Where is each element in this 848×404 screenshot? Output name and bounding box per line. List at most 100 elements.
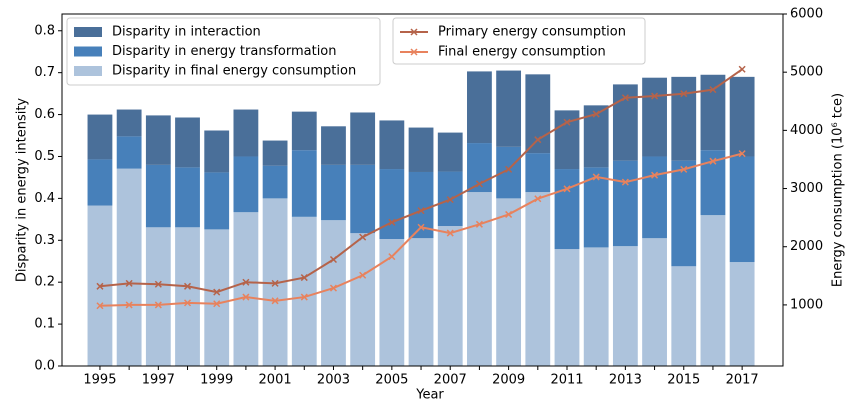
marker bbox=[621, 178, 629, 186]
bar bbox=[291, 150, 317, 217]
marker bbox=[592, 110, 600, 118]
bar bbox=[467, 192, 492, 366]
marker bbox=[709, 157, 717, 165]
y-tick-label: 0.5 bbox=[34, 149, 55, 164]
bar bbox=[291, 216, 317, 366]
x-tick-label: 1999 bbox=[200, 373, 233, 388]
bar bbox=[554, 249, 580, 366]
marker bbox=[359, 233, 367, 241]
y2-axis-label: Energy consumption (10⁶ tce) bbox=[831, 93, 846, 287]
bar bbox=[291, 111, 317, 151]
x-tick-label: 2011 bbox=[550, 373, 583, 388]
marker bbox=[183, 299, 192, 307]
marker bbox=[96, 282, 104, 290]
x-tick-label: 1995 bbox=[83, 373, 116, 388]
y-tick-label: 0.0 bbox=[34, 359, 55, 374]
y-tick-label: 0.2 bbox=[34, 275, 55, 290]
bar bbox=[554, 169, 580, 250]
legend-swatch bbox=[74, 27, 102, 37]
y2-tick-label: 6000 bbox=[790, 7, 823, 22]
legend-label: Disparity in final energy consumption bbox=[112, 64, 356, 79]
bar bbox=[145, 115, 171, 165]
legend-swatch bbox=[74, 66, 102, 76]
bar bbox=[87, 114, 113, 160]
plot-frame bbox=[61, 13, 784, 367]
x-tick-label: 2013 bbox=[609, 373, 642, 388]
bar bbox=[729, 76, 755, 157]
y-tick-label: 0.4 bbox=[34, 191, 55, 206]
bar bbox=[175, 227, 200, 366]
marker bbox=[621, 94, 629, 102]
x-tick-label: 2003 bbox=[317, 373, 350, 388]
y-tick-label: 0.6 bbox=[34, 107, 55, 122]
bar bbox=[612, 84, 638, 161]
marker bbox=[534, 195, 542, 203]
x-tick-label: 1997 bbox=[142, 373, 175, 388]
bar bbox=[116, 168, 142, 366]
marker bbox=[563, 185, 571, 193]
bar bbox=[379, 169, 405, 240]
marker bbox=[709, 86, 717, 94]
legend-marker bbox=[410, 28, 418, 36]
bar bbox=[262, 165, 288, 199]
marker bbox=[183, 282, 192, 290]
y-tick-label: 0.8 bbox=[34, 23, 55, 38]
bar bbox=[379, 239, 405, 366]
y2-tick-label: 4000 bbox=[790, 123, 823, 138]
marker bbox=[329, 255, 338, 264]
bar bbox=[321, 164, 346, 221]
legend-marker bbox=[410, 48, 418, 56]
bar bbox=[642, 238, 667, 366]
y2-tick-label: 5000 bbox=[790, 65, 823, 80]
bar bbox=[496, 70, 522, 147]
bar bbox=[729, 262, 755, 366]
y-axis-label: Disparity in energy intensity bbox=[15, 98, 30, 283]
bar bbox=[145, 227, 171, 366]
bar bbox=[233, 212, 259, 366]
x-tick-label: 2017 bbox=[726, 373, 759, 388]
bar bbox=[233, 156, 259, 213]
marker bbox=[417, 207, 425, 215]
marker bbox=[125, 279, 133, 287]
bar bbox=[612, 246, 638, 366]
bar bbox=[116, 136, 142, 169]
legend-label: Disparity in interaction bbox=[112, 25, 261, 40]
y-tick-label: 0.1 bbox=[34, 317, 55, 332]
marker bbox=[271, 279, 279, 287]
marker bbox=[271, 297, 279, 305]
marker bbox=[738, 150, 746, 158]
bar bbox=[175, 167, 200, 228]
marker bbox=[300, 274, 308, 282]
marker bbox=[154, 301, 162, 309]
marker bbox=[475, 220, 483, 228]
bar bbox=[437, 132, 463, 172]
bar bbox=[87, 159, 113, 206]
bar bbox=[525, 153, 551, 193]
legend-label: Final energy consumption bbox=[438, 45, 606, 60]
bar bbox=[233, 109, 259, 157]
bar bbox=[437, 226, 463, 366]
bar bbox=[145, 164, 171, 228]
bar bbox=[204, 172, 230, 230]
marker bbox=[680, 90, 688, 98]
marker bbox=[651, 171, 659, 179]
marker bbox=[563, 118, 571, 126]
marker bbox=[359, 271, 367, 279]
bar bbox=[321, 126, 346, 165]
bar bbox=[642, 156, 667, 239]
bar bbox=[204, 130, 230, 173]
marker bbox=[446, 196, 454, 204]
marker bbox=[388, 218, 396, 226]
marker bbox=[680, 165, 688, 173]
bar bbox=[583, 247, 609, 366]
bar bbox=[321, 220, 346, 366]
x-tick-label: 2001 bbox=[259, 373, 292, 388]
marker bbox=[96, 302, 104, 310]
bar bbox=[496, 198, 522, 366]
x-tick-label: 2005 bbox=[375, 373, 408, 388]
marker bbox=[505, 165, 513, 173]
legend-box bbox=[392, 17, 646, 65]
marker bbox=[446, 229, 454, 237]
y-tick-label: 0.3 bbox=[34, 233, 55, 248]
